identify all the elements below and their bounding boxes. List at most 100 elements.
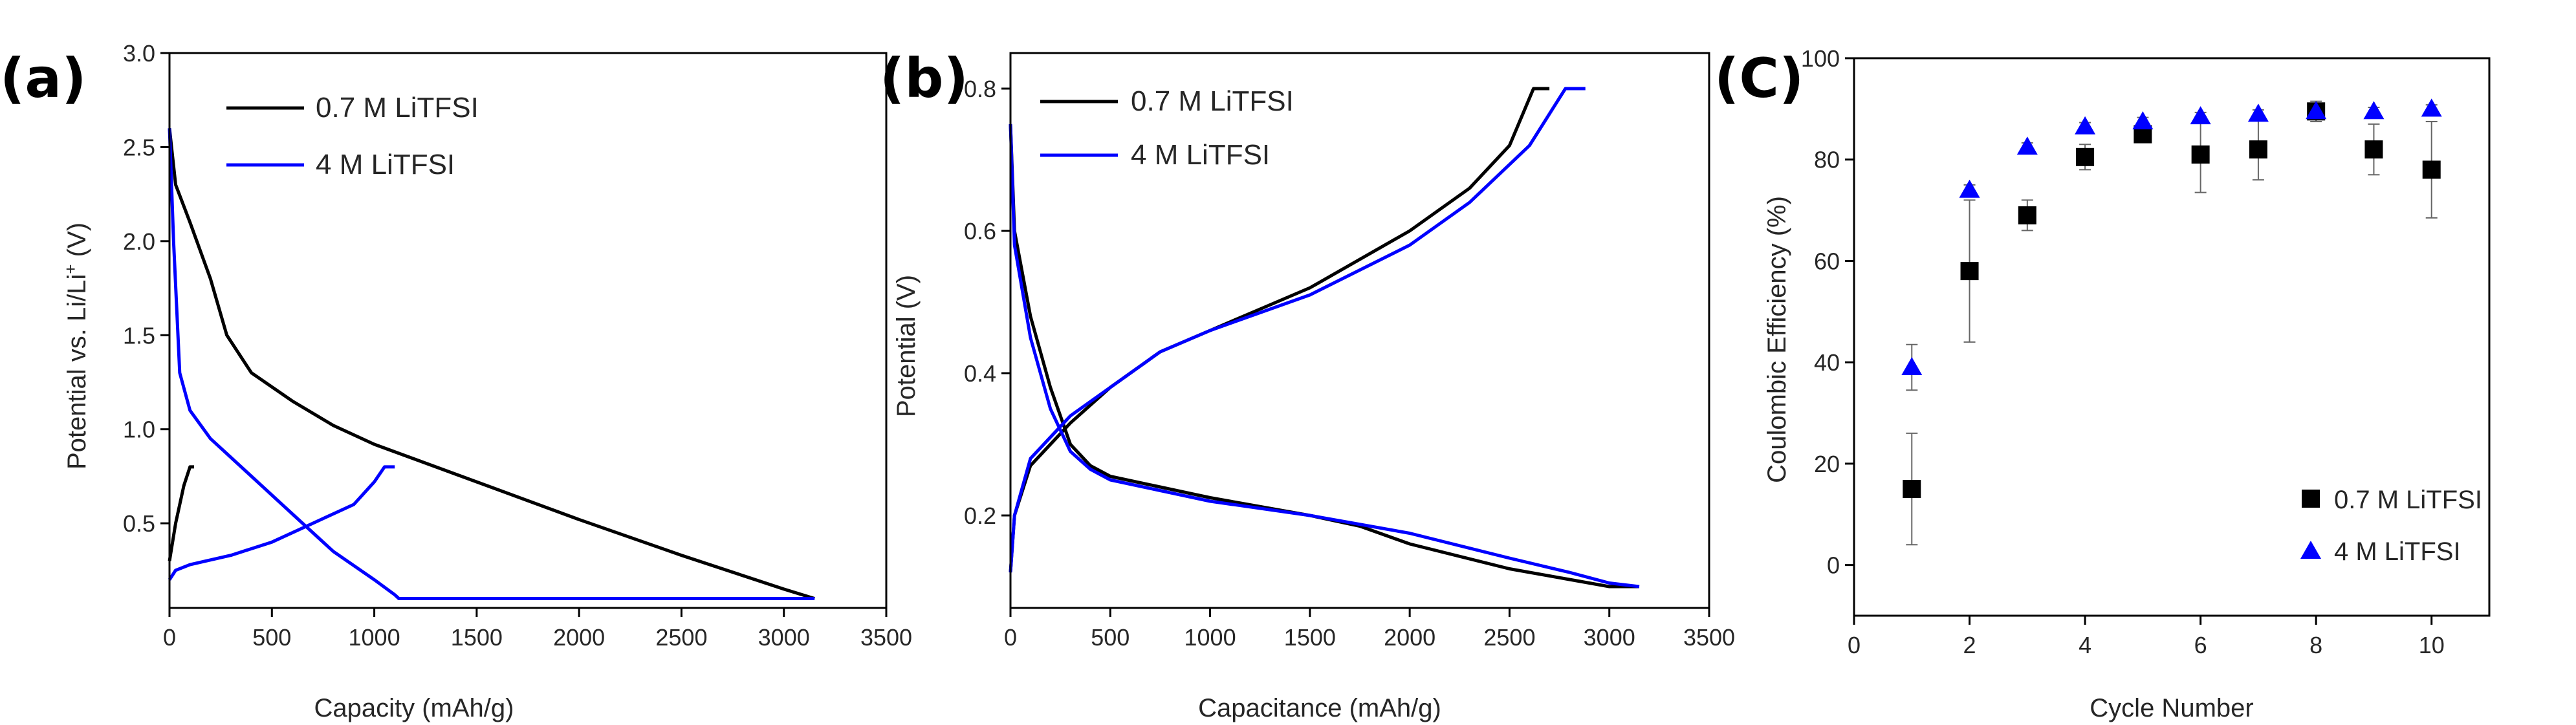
panel-c-x-tick-label: 6 — [2194, 632, 2207, 658]
panel-a-x-tick-label: 1000 — [349, 624, 400, 651]
panel-c-point-square — [2249, 140, 2267, 159]
panel-b-x-tick-label: 500 — [1091, 624, 1130, 651]
panel-c-point-triangle — [2247, 103, 2269, 122]
panel-b-y-tick-label: 0.8 — [964, 76, 996, 102]
panel-b-series-0-curve-1 — [1009, 87, 1550, 573]
panel-c-x-ticks: 0 2 4 6 8 10 — [1848, 616, 2445, 658]
panel-c-y-tick-label: 0 — [1827, 552, 1840, 579]
panel-c-x-tick-label: 0 — [1848, 632, 1861, 658]
panel-b-x-tick-label: 1000 — [1184, 624, 1236, 651]
panel-c-y-tick-label: 20 — [1814, 451, 1840, 477]
panel-a-x-tick-label: 3500 — [860, 624, 912, 651]
panel-a-y-tick-label: 3.0 — [123, 40, 155, 67]
panel-b-y-tick-label: 0.6 — [964, 218, 996, 244]
panel-b-legend-label-0: 0.7 M LiTFSI — [1131, 85, 1294, 117]
panel-c-point-square — [1903, 480, 1921, 499]
panel-c-plot — [1901, 98, 2442, 546]
panel-c-point-triangle — [2306, 101, 2327, 120]
panel-a-plot — [168, 128, 815, 600]
panel-b-x-tick-label: 0 — [1004, 624, 1017, 651]
panel-a-y-axis-label-main: Potential vs. Li/Li — [63, 274, 91, 470]
panel-a-legend-label-1: 4 M LiTFSI — [316, 149, 455, 180]
panel-a-letter: (a) — [0, 47, 86, 110]
panel-b-series-1-curve-1 — [1009, 87, 1586, 573]
panel-b-series-0-curve-0 — [1009, 124, 1639, 589]
panel-a-y-tick-label: 1.5 — [123, 322, 155, 349]
panel-c-point-triangle — [2363, 101, 2385, 120]
panel-c-point-square — [2018, 206, 2036, 224]
panel-a: (a) 0 500 1000 1500 2000 2500 3000 3500 0.5 1.0 1… — [0, 40, 912, 722]
panel-a-series-0-curve-1 — [168, 465, 194, 561]
panel-b-x-ticks: 0 500 1000 1500 2000 2500 3000 3500 — [1004, 608, 1735, 651]
panel-b-letter: (b) — [880, 47, 968, 110]
panel-a-y-tick-label: 2.5 — [123, 134, 155, 160]
panel-c-point-triangle — [2132, 111, 2154, 129]
panel-b-y-tick-label: 0.4 — [964, 360, 996, 387]
panel-a-legend: 0.7 M LiTFSI 4 M LiTFSI — [226, 92, 479, 180]
panel-b-y-axis-label: Potential (V) — [892, 275, 921, 417]
panel-c-point-triangle — [2016, 136, 2038, 155]
panel-a-y-axis-label-tail: (V) — [63, 222, 91, 264]
panel-b-y-tick-label: 0.2 — [964, 503, 996, 529]
panel-c-x-axis-label: Cycle Number — [2090, 694, 2253, 722]
panel-b-x-axis-label: Capacitance (mAh/g) — [1198, 694, 1441, 722]
panel-c-y-tick-label: 100 — [1801, 45, 1840, 72]
panel-b-legend-label-1: 4 M LiTFSI — [1131, 139, 1270, 171]
panel-a-x-tick-label: 500 — [252, 624, 291, 651]
panel-a-x-tick-label: 1500 — [451, 624, 503, 651]
panel-a-y-axis-label: Potential vs. Li/Li+ (V) — [61, 222, 91, 470]
panel-b-x-tick-label: 1500 — [1284, 624, 1336, 651]
panel-c-point-square — [2422, 160, 2441, 179]
panel-a-x-tick-label: 2500 — [655, 624, 707, 651]
panel-a-series-1-curve-0 — [168, 128, 815, 600]
panel-c-x-tick-label: 8 — [2309, 632, 2322, 658]
panel-c-legend: 0.7 M LiTFSI 4 M LiTFSI — [2300, 486, 2482, 566]
panel-c-point-square — [1960, 262, 1979, 281]
panel-c-point-triangle — [2421, 98, 2442, 117]
panel-a-y-tick-label: 2.0 — [123, 228, 155, 255]
panel-c-point-square — [2191, 145, 2210, 164]
panel-a-axes-frame — [168, 52, 888, 609]
panel-b-x-tick-label: 2000 — [1384, 624, 1435, 651]
panel-a-x-ticks: 0 500 1000 1500 2000 2500 3000 3500 — [163, 608, 912, 651]
panel-a-x-axis-label: Capacity (mAh/g) — [314, 694, 514, 722]
panel-c-point-triangle — [1959, 179, 1980, 198]
panel-b-x-tick-label: 3500 — [1683, 624, 1735, 651]
panel-a-series-0-curve-0 — [168, 128, 815, 600]
panel-c-y-axis-label: Coulombic Efficiency (%) — [1763, 196, 1791, 483]
panel-b-axes-frame — [1009, 52, 1710, 609]
panel-c: (C) 0 2 4 6 8 10 0 20 40 60 80 100 Cycle Number Co… — [1714, 45, 2491, 722]
panel-c-y-ticks: 0 20 40 60 80 100 — [1801, 45, 1854, 579]
panel-c-legend-label-0: 0.7 M LiTFSI — [2334, 486, 2482, 514]
panel-c-point-square — [2364, 140, 2383, 159]
panel-a-y-ticks: 0.5 1.0 1.5 2.0 2.5 3.0 — [123, 40, 169, 537]
panel-c-y-tick-label: 60 — [1814, 248, 1840, 274]
panel-c-axes-frame — [1853, 57, 2491, 617]
panel-a-y-tick-label: 1.0 — [123, 417, 155, 443]
panel-a-y-axis-label-sup: + — [61, 264, 80, 274]
panel-c-y-tick-label: 80 — [1814, 147, 1840, 173]
panel-a-x-tick-label: 0 — [163, 624, 176, 651]
panel-b-series-1-curve-0 — [1009, 124, 1640, 589]
panel-a-x-tick-label: 2000 — [553, 624, 605, 651]
panel-a-legend-label-0: 0.7 M LiTFSI — [316, 92, 479, 124]
panel-b-plot — [1009, 87, 1640, 589]
panel-c-y-tick-label: 40 — [1814, 349, 1840, 376]
panel-b-x-tick-label: 2500 — [1483, 624, 1535, 651]
panel-c-legend-label-1: 4 M LiTFSI — [2334, 537, 2461, 566]
panel-b-y-ticks: 0.2 0.4 0.6 0.8 — [964, 76, 1010, 529]
panel-c-legend-swatch-1 — [2300, 541, 2321, 559]
panel-c-letter: (C) — [1714, 47, 1804, 110]
panel-b-legend: 0.7 M LiTFSI 4 M LiTFSI — [1040, 85, 1294, 171]
panel-c-x-tick-label: 10 — [2419, 632, 2445, 658]
panel-a-series-1-curve-1 — [168, 465, 395, 581]
panel-c-legend-swatch-0 — [2302, 490, 2320, 508]
panel-a-y-tick-label: 0.5 — [123, 510, 155, 537]
panel-c-x-tick-label: 2 — [1963, 632, 1976, 658]
panel-c-x-tick-label: 4 — [2079, 632, 2091, 658]
panel-a-x-tick-label: 3000 — [758, 624, 810, 651]
panel-c-point-square — [2076, 147, 2095, 166]
panel-b-x-tick-label: 3000 — [1584, 624, 1635, 651]
panel-c-point-triangle — [2190, 106, 2211, 125]
